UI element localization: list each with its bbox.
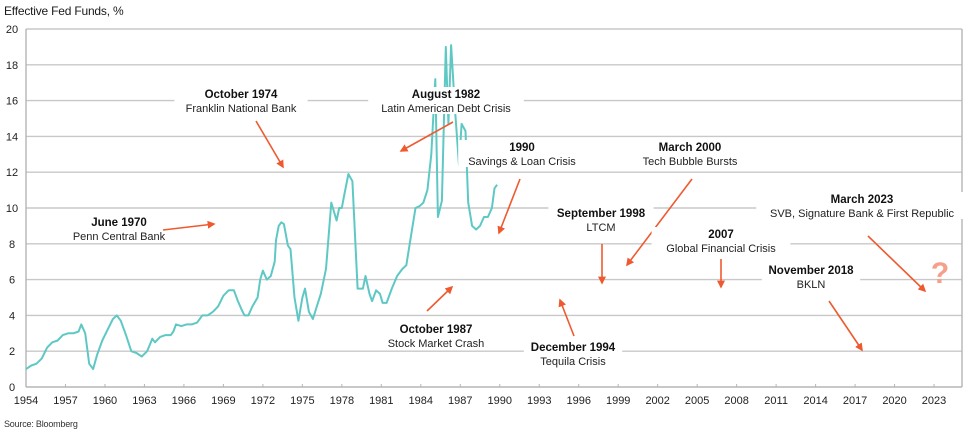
x-tick-label: 1999 bbox=[606, 395, 630, 407]
annotation-backdrop bbox=[174, 87, 308, 114]
y-tick-label: 10 bbox=[6, 203, 18, 215]
y-tick-label: 20 bbox=[6, 24, 18, 36]
x-tick-label: 1981 bbox=[369, 395, 393, 407]
y-tick-label: 2 bbox=[9, 346, 15, 358]
annotation-subtitle: SVB, Signature Bank & First Republic bbox=[770, 208, 955, 220]
chart-title: Effective Fed Funds, % bbox=[4, 4, 124, 18]
annotation-backdrop bbox=[548, 206, 654, 233]
annotation-backdrop bbox=[458, 140, 586, 167]
annotation-title: October 1987 bbox=[400, 324, 473, 336]
x-tick-label: 2023 bbox=[922, 395, 946, 407]
annotation-backdrop bbox=[756, 192, 968, 219]
x-tick-label: 2002 bbox=[645, 395, 669, 407]
x-tick-label: 1996 bbox=[566, 395, 590, 407]
x-tick-label: 1957 bbox=[53, 395, 77, 407]
annotation-subtitle: Stock Market Crash bbox=[388, 338, 485, 350]
annotation-arrow bbox=[558, 298, 575, 337]
y-tick-label: 8 bbox=[9, 239, 15, 251]
annotation-subtitle: Penn Central Bank bbox=[73, 231, 166, 243]
x-tick-label: 2020 bbox=[882, 395, 906, 407]
question-mark-icon: ? bbox=[931, 257, 949, 290]
annotation-title: December 1994 bbox=[531, 342, 616, 354]
annotation-arrow bbox=[426, 285, 454, 312]
y-tick-label: 4 bbox=[9, 310, 15, 322]
x-tick-label: 2014 bbox=[803, 395, 827, 407]
annotation-backdrop bbox=[651, 227, 791, 254]
annotation-subtitle: BKLN bbox=[797, 279, 826, 291]
x-tick-label: 1993 bbox=[527, 395, 551, 407]
annotation-title: October 1974 bbox=[205, 89, 278, 101]
x-tick-label: 1963 bbox=[132, 395, 156, 407]
annotation-subtitle: Global Financial Crisis bbox=[666, 243, 776, 255]
x-tick-label: 1960 bbox=[93, 395, 117, 407]
annotation-subtitle: Latin American Debt Crisis bbox=[381, 103, 511, 115]
source-note: Source: Bloomberg bbox=[4, 419, 78, 429]
x-tick-label: 1987 bbox=[448, 395, 472, 407]
annotation-backdrop bbox=[380, 322, 492, 349]
x-tick-label: 1975 bbox=[290, 395, 314, 407]
annotation-arrow bbox=[626, 178, 693, 267]
x-tick-label: 2005 bbox=[685, 395, 709, 407]
x-tick-label: 1969 bbox=[211, 395, 235, 407]
annotation-title: November 2018 bbox=[768, 265, 854, 277]
x-tick-label: 1966 bbox=[172, 395, 196, 407]
annotation-arrow bbox=[828, 300, 863, 352]
y-tick-label: 14 bbox=[6, 131, 18, 143]
y-tick-label: 6 bbox=[9, 275, 15, 287]
series-line bbox=[25, 44, 498, 371]
annotation-arrow bbox=[497, 178, 521, 235]
x-tick-label: 1972 bbox=[251, 395, 275, 407]
y-tick-label: 0 bbox=[9, 382, 15, 394]
annotation-backdrop bbox=[634, 140, 746, 167]
annotation-arrow bbox=[255, 120, 284, 169]
annotation-subtitle: Tech Bubble Bursts bbox=[643, 156, 738, 168]
annotation-arrow bbox=[399, 121, 454, 152]
annotation-arrow bbox=[162, 220, 216, 231]
annotation-title: March 2023 bbox=[831, 194, 894, 206]
annotation-backdrop bbox=[368, 87, 524, 114]
annotation-arrow bbox=[867, 235, 927, 293]
y-tick-label: 18 bbox=[6, 60, 18, 72]
annotation-title: June 1970 bbox=[91, 217, 147, 229]
annotation-title: August 1982 bbox=[412, 89, 480, 101]
y-tick-label: 16 bbox=[6, 96, 18, 108]
x-tick-label: 1978 bbox=[330, 395, 354, 407]
annotation-title: 2007 bbox=[708, 229, 734, 241]
annotation-backdrop bbox=[523, 340, 623, 367]
annotation-title: September 1998 bbox=[557, 208, 646, 220]
annotation-subtitle: LTCM bbox=[586, 222, 615, 234]
x-tick-label: 1984 bbox=[409, 395, 433, 407]
annotation-subtitle: Tequila Crisis bbox=[540, 356, 606, 368]
annotation-backdrop bbox=[761, 263, 861, 290]
y-tick-label: 12 bbox=[6, 167, 18, 179]
x-tick-label: 1990 bbox=[488, 395, 512, 407]
x-tick-label: 2011 bbox=[764, 395, 788, 407]
annotation-subtitle: Savings & Loan Crisis bbox=[468, 156, 576, 168]
x-tick-label: 1954 bbox=[14, 395, 38, 407]
x-tick-label: 2017 bbox=[843, 395, 867, 407]
x-tick-label: 2008 bbox=[724, 395, 748, 407]
annotation-title: March 2000 bbox=[659, 142, 722, 154]
annotation-subtitle: Franklin National Bank bbox=[186, 103, 297, 115]
annotation-title: 1990 bbox=[509, 142, 535, 154]
annotation-backdrop bbox=[66, 215, 172, 242]
